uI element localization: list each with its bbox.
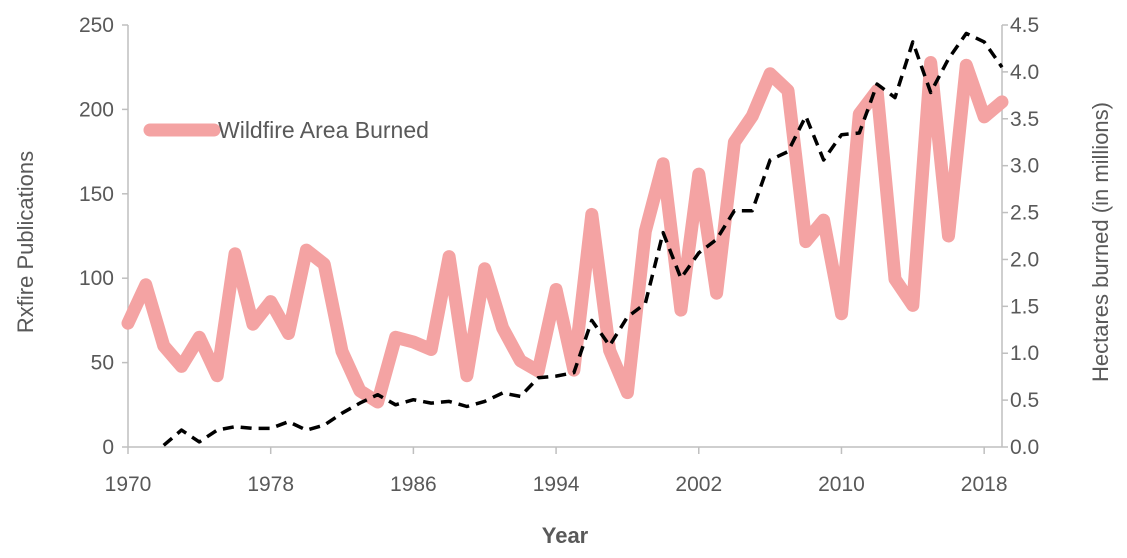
x-tick-label: 2018	[961, 473, 1008, 496]
legend-label-wildfire: Wildfire Area Burned	[218, 117, 429, 143]
y-left-tick-label: 250	[79, 14, 114, 37]
y-right-tick-label: 0.0	[1010, 436, 1039, 459]
x-axis-title: Year	[542, 523, 589, 548]
series-layer	[121, 31, 1009, 447]
y-left-tick-label: 150	[79, 183, 114, 206]
series-line-rxfire-publications	[162, 31, 1004, 447]
y-right-tick-label: 2.5	[1010, 202, 1039, 225]
y-right-tick-label: 1.0	[1010, 342, 1039, 365]
y-axis-right-title: Hectares burned (in millions)	[1088, 102, 1113, 382]
y-right-tick-label: 2.0	[1010, 248, 1039, 271]
x-tick-label: 2002	[675, 473, 722, 496]
x-tick-label: 1978	[247, 473, 294, 496]
x-tick-label: 1986	[390, 473, 437, 496]
y-right-tick-label: 0.5	[1010, 389, 1039, 412]
x-tick-label: 1970	[105, 473, 152, 496]
y-left-tick-label: 100	[79, 267, 114, 290]
right-axis-tick-labels: 0.0 0.5 1.0 1.5 2.0 2.5 3.0 3.5 4.0 4.5	[1010, 14, 1039, 459]
y-left-tick-label: 50	[91, 352, 114, 375]
y-right-tick-label: 1.5	[1010, 295, 1039, 318]
y-left-tick-label: 200	[79, 98, 114, 121]
y-right-tick-label: 4.5	[1010, 14, 1039, 37]
y-right-tick-label: 3.0	[1010, 155, 1039, 178]
series-line-wildfire-area-burned	[121, 56, 1009, 409]
y-left-tick-label: 0	[102, 436, 114, 459]
x-axis-tick-labels: 1970 1978 1986 1994 2002 2010 2018	[105, 473, 1008, 496]
y-axis-left-title: Rxfire Publications	[13, 151, 38, 333]
y-right-tick-label: 4.0	[1010, 61, 1039, 84]
left-axis-tick-labels: 0 50 100 150 200 250	[79, 14, 114, 459]
x-tick-label: 2010	[818, 473, 865, 496]
x-tick-label: 1994	[533, 473, 580, 496]
axes	[122, 24, 1008, 454]
y-right-tick-label: 3.5	[1010, 108, 1039, 131]
legend: Wildfire Area Burned	[143, 117, 429, 143]
